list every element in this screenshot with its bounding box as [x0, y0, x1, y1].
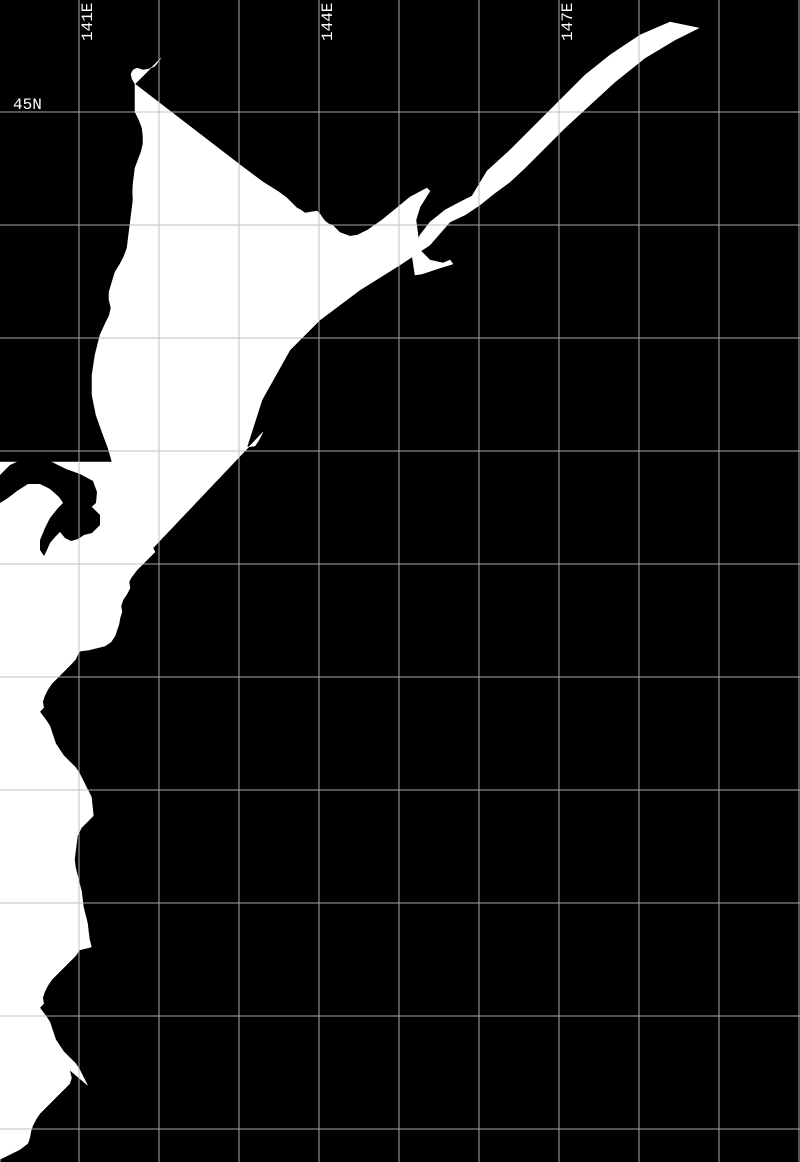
svg-text:144E: 144E	[319, 3, 337, 41]
svg-text:45N: 45N	[13, 96, 42, 114]
svg-text:147E: 147E	[559, 3, 577, 41]
svg-text:141E: 141E	[79, 3, 97, 41]
